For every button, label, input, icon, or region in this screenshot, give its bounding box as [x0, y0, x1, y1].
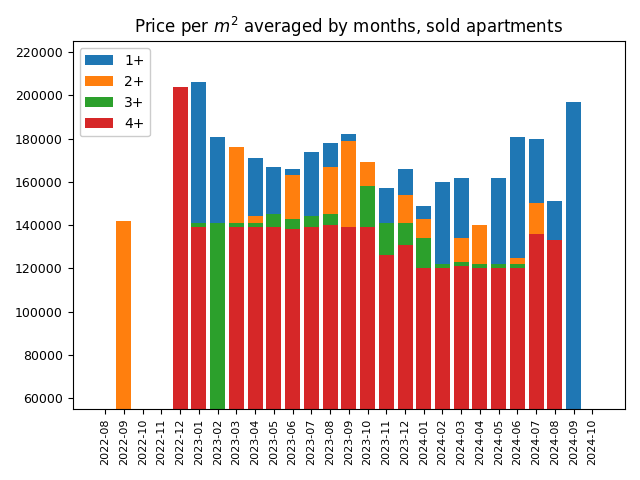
- Bar: [191, 227, 206, 480]
- Bar: [248, 216, 262, 223]
- Bar: [304, 227, 319, 480]
- Bar: [360, 186, 375, 227]
- Bar: [248, 223, 262, 227]
- Bar: [191, 223, 206, 227]
- Bar: [416, 218, 431, 238]
- Bar: [585, 409, 600, 480]
- Bar: [304, 216, 319, 227]
- Bar: [510, 268, 525, 480]
- Bar: [266, 227, 282, 480]
- Bar: [360, 162, 375, 186]
- Bar: [266, 214, 282, 227]
- Bar: [116, 221, 131, 480]
- Bar: [416, 268, 431, 480]
- Bar: [397, 223, 413, 244]
- Bar: [529, 234, 543, 480]
- Bar: [492, 268, 506, 480]
- Bar: [435, 264, 450, 268]
- Bar: [472, 268, 488, 480]
- Bar: [492, 178, 506, 264]
- Bar: [285, 175, 300, 218]
- Bar: [248, 158, 262, 216]
- Bar: [510, 257, 525, 264]
- Bar: [397, 244, 413, 480]
- Bar: [472, 225, 488, 264]
- Bar: [210, 223, 225, 480]
- Bar: [323, 143, 337, 167]
- Bar: [454, 178, 468, 238]
- Bar: [397, 169, 413, 195]
- Bar: [323, 167, 337, 214]
- Bar: [454, 262, 468, 266]
- Bar: [248, 227, 262, 480]
- Bar: [285, 218, 300, 229]
- Bar: [323, 214, 337, 225]
- Bar: [191, 83, 206, 223]
- Bar: [397, 195, 413, 223]
- Bar: [285, 169, 300, 175]
- Bar: [529, 139, 543, 204]
- Bar: [547, 240, 563, 480]
- Bar: [341, 134, 356, 141]
- Bar: [435, 182, 450, 264]
- Bar: [266, 167, 282, 214]
- Bar: [416, 205, 431, 218]
- Bar: [210, 136, 225, 223]
- Bar: [341, 227, 356, 480]
- Bar: [360, 227, 375, 480]
- Bar: [173, 87, 188, 480]
- Bar: [529, 204, 543, 234]
- Bar: [547, 201, 563, 240]
- Bar: [566, 102, 581, 480]
- Bar: [304, 152, 319, 216]
- Bar: [510, 264, 525, 268]
- Bar: [341, 141, 356, 227]
- Bar: [379, 255, 394, 480]
- Bar: [379, 223, 394, 255]
- Bar: [323, 225, 337, 480]
- Bar: [285, 229, 300, 480]
- Title: Price per $m^2$ averaged by months, sold apartments: Price per $m^2$ averaged by months, sold…: [134, 15, 563, 39]
- Legend: 1+, 2+, 3+, 4+: 1+, 2+, 3+, 4+: [79, 48, 150, 136]
- Bar: [510, 136, 525, 257]
- Bar: [229, 147, 244, 223]
- Bar: [379, 188, 394, 223]
- Bar: [435, 268, 450, 480]
- Bar: [454, 238, 468, 262]
- Bar: [492, 264, 506, 268]
- Bar: [416, 238, 431, 268]
- Bar: [229, 227, 244, 480]
- Bar: [229, 223, 244, 227]
- Bar: [454, 266, 468, 480]
- Bar: [472, 264, 488, 268]
